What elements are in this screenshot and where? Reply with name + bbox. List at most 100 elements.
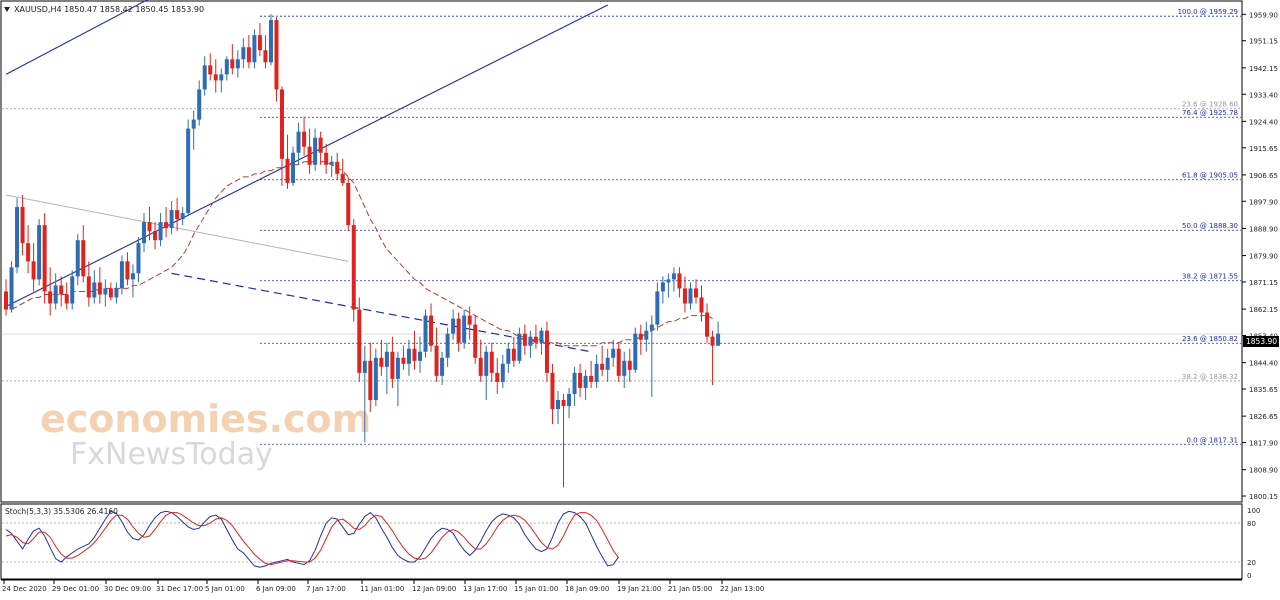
candle-body [130, 273, 135, 280]
price-tick-label: 1959.90 [1249, 11, 1278, 19]
watermark-sub: FxNewsToday [70, 437, 273, 472]
candle-body [263, 50, 268, 63]
candle-body [175, 210, 180, 220]
candle-body [125, 261, 130, 280]
price-tick-label: 1879.90 [1249, 253, 1278, 261]
candle-body [699, 297, 704, 313]
candle-body [644, 330, 649, 340]
price-tick-label: 1888.90 [1249, 225, 1278, 233]
candle-body [15, 207, 20, 268]
candle-body [202, 65, 207, 90]
stoch-tick-label: 100 [1247, 507, 1260, 515]
candle-body [473, 324, 478, 358]
stoch-signal-line [5, 512, 620, 566]
candle-body [495, 372, 500, 382]
candle-body [611, 348, 616, 358]
time-tick-label: 31 Dec 17:00 [156, 585, 203, 593]
candle-body [230, 59, 235, 69]
candle-body [605, 357, 610, 370]
candle-body [268, 20, 273, 63]
candle-body [616, 348, 621, 376]
candle-body [561, 399, 566, 407]
candle-body [688, 288, 693, 304]
candle-body [445, 333, 450, 358]
candle-body [511, 348, 516, 361]
price-tick-label: 1826.65 [1249, 413, 1278, 421]
time-axis: 24 Dec 2020 29 Dec 01:00 30 Dec 09:00 31 De… [2, 580, 764, 593]
price-tick-label: 1951.15 [1249, 38, 1278, 46]
candle-body [164, 222, 169, 229]
price-tick-label: 1800.15 [1249, 493, 1278, 501]
candle-body [114, 288, 119, 298]
candle-body [108, 288, 113, 298]
main-chart-frame [0, 0, 1243, 503]
candle-body [241, 47, 246, 60]
stochastic-oscillator: 100 80 20 0 [2, 507, 1260, 580]
candle-body [351, 225, 356, 310]
price-axis: 1959.90 1951.15 1942.15 1933.40 1924.40 1915.… [1242, 11, 1278, 501]
candle-body [627, 360, 632, 370]
fib-level-label: 23.6 @ 1850.82 [1182, 335, 1238, 343]
candle-body [20, 207, 25, 244]
candle-body [147, 222, 152, 232]
candle-body [379, 357, 384, 367]
candle-body [191, 119, 196, 129]
candle-body [373, 357, 378, 400]
candle-body [533, 336, 538, 343]
candle-body [119, 261, 124, 289]
time-tick-label: 15 Jan 01:00 [514, 585, 558, 593]
candle-body [246, 47, 251, 63]
candle-body [451, 318, 456, 334]
candle-body [313, 137, 318, 165]
candle-body [340, 173, 345, 183]
trendline [5, 0, 149, 75]
candle-body [517, 333, 522, 361]
candle-body [357, 309, 362, 373]
candle-body [556, 399, 560, 410]
candle-body [638, 333, 643, 340]
candle-body [539, 330, 544, 343]
candle-body [368, 360, 373, 400]
stoch-tick-label: 20 [1247, 559, 1256, 567]
candle-body [48, 291, 53, 304]
candle-body [467, 315, 472, 325]
candle-body [318, 137, 323, 153]
candle-body [594, 363, 599, 382]
candle-body [274, 20, 279, 90]
candle-body [390, 351, 395, 379]
time-tick-label: 29 Dec 01:00 [52, 585, 99, 593]
candle-body [4, 291, 8, 310]
candle-body [302, 131, 307, 147]
candle-body [285, 158, 290, 183]
fib-level-label: 0.0 @ 1817.31 [1186, 436, 1238, 444]
price-tick-label: 1862.15 [1249, 306, 1278, 314]
candle-body [462, 315, 467, 343]
candle-body [291, 152, 296, 183]
candle-body [716, 333, 721, 346]
stoch-tick-label: 0 [1247, 572, 1251, 580]
candle-body [213, 74, 218, 81]
stoch-tick-label: 80 [1247, 520, 1256, 528]
triangle-down-icon[interactable] [4, 7, 10, 12]
price-tag: 1853.90 [1246, 337, 1277, 346]
price-tick-label: 1897.90 [1249, 198, 1278, 206]
price-tick-label: 1808.90 [1249, 467, 1278, 475]
candle-body [710, 336, 715, 346]
candle-body [478, 357, 483, 376]
stoch-main-line [5, 510, 620, 568]
candle-body [169, 210, 174, 229]
candle-body [224, 59, 229, 75]
fib-level-label: 38.2 @ 1871.55 [1182, 273, 1238, 281]
fib-level-label: 76.4 @ 1925.78 [1182, 109, 1238, 117]
candle-body [550, 372, 555, 410]
candle-body [70, 276, 75, 304]
fib-level-label: 61.8 @ 1905.05 [1182, 172, 1238, 180]
candle-body [583, 375, 588, 388]
candle-body [500, 363, 505, 382]
time-tick-label: 19 Jan 21:00 [617, 585, 661, 593]
fib-level-label: 50.0 @ 1888.30 [1182, 222, 1238, 230]
candle-body [633, 333, 638, 370]
